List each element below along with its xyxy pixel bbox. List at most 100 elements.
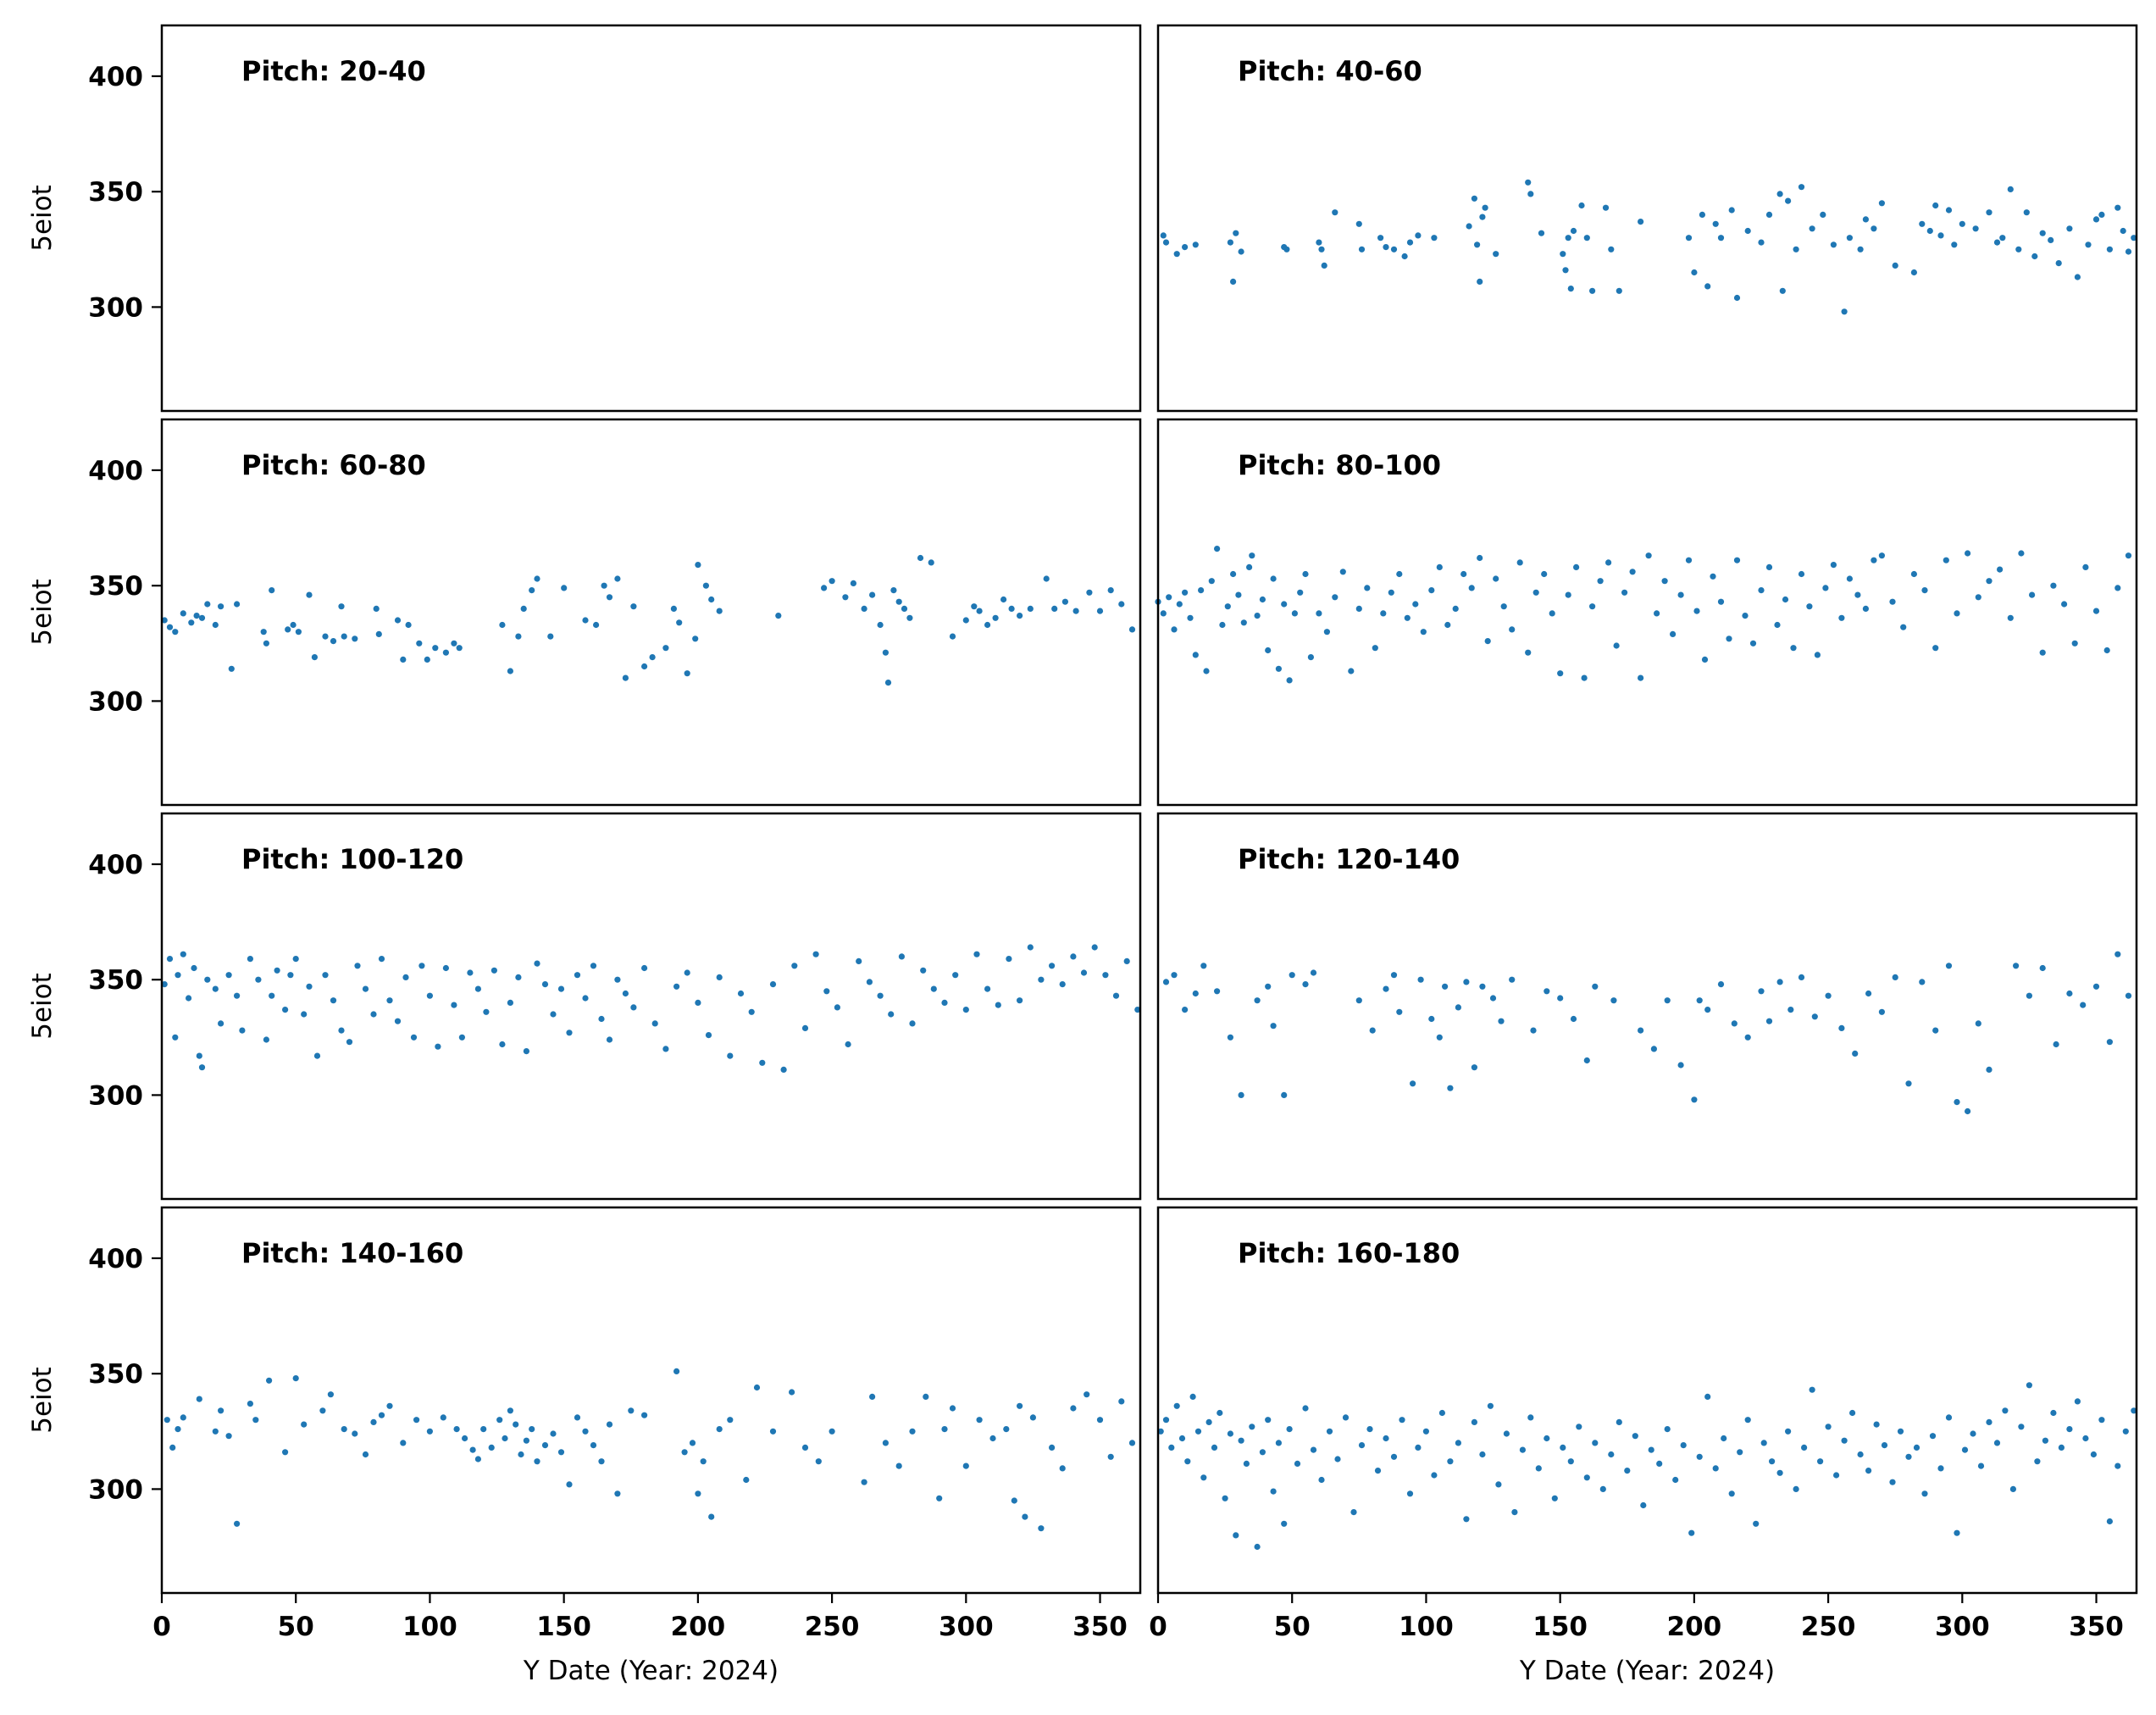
data-point <box>1182 244 1189 251</box>
data-point <box>882 1440 889 1446</box>
scatter-points <box>161 554 1136 686</box>
data-point <box>1696 1453 1703 1460</box>
data-point <box>228 665 235 672</box>
data-point <box>1038 976 1045 983</box>
data-point <box>1323 629 1330 635</box>
data-point <box>1744 227 1751 235</box>
subplot: Pitch: 40-60 <box>1156 24 2138 413</box>
data-point <box>923 1393 929 1400</box>
data-point <box>976 1417 983 1424</box>
data-point <box>1765 1018 1773 1024</box>
data-point <box>1699 211 1705 218</box>
scatter-points <box>1157 1382 2137 1551</box>
data-point <box>550 1011 557 1018</box>
data-point <box>2098 1417 2105 1424</box>
data-point <box>2053 1041 2059 1048</box>
data-point <box>442 964 450 972</box>
data-point <box>534 960 540 967</box>
data-point <box>1259 596 1266 603</box>
data-point <box>1965 1107 1971 1115</box>
data-point <box>186 995 192 1002</box>
data-point <box>400 1440 407 1446</box>
data-point <box>1680 1442 1687 1449</box>
data-point <box>1463 1516 1470 1523</box>
data-point <box>1616 287 1622 294</box>
data-point <box>1436 1034 1443 1041</box>
data-point <box>1943 557 1949 563</box>
data-point <box>1583 1057 1590 1064</box>
data-point <box>1613 642 1620 649</box>
data-point <box>2055 260 2062 267</box>
data-point <box>1728 1490 1735 1497</box>
data-point <box>1954 610 1960 617</box>
data-point <box>313 1052 321 1059</box>
data-point <box>327 1391 334 1398</box>
data-point <box>1975 594 1981 601</box>
data-point <box>1214 988 1221 995</box>
data-point <box>1162 1417 1170 1424</box>
data-point <box>370 1418 377 1425</box>
data-point <box>306 983 313 990</box>
data-point <box>1302 981 1309 988</box>
data-point <box>1447 1458 1454 1465</box>
data-point <box>1544 1435 1550 1442</box>
data-point <box>869 1393 876 1400</box>
data-point <box>1589 287 1596 294</box>
data-point <box>225 972 232 979</box>
y-tick-label: 350 <box>88 571 143 602</box>
x-tick-label: 150 <box>536 1612 591 1642</box>
data-point <box>1801 1444 1808 1451</box>
data-point <box>1249 552 1255 559</box>
data-point <box>269 587 275 594</box>
data-point <box>2066 225 2073 232</box>
data-point <box>196 1052 202 1059</box>
data-point <box>234 992 241 999</box>
data-point <box>507 1407 514 1414</box>
data-point <box>451 1002 457 1008</box>
data-point <box>877 992 884 999</box>
data-point <box>1200 963 1207 969</box>
data-point <box>515 633 522 640</box>
data-point <box>1838 1024 1845 1031</box>
data-point <box>1638 674 1644 681</box>
data-point <box>1932 1027 1939 1034</box>
data-point <box>1283 246 1290 253</box>
data-point <box>1096 1417 1104 1424</box>
data-point <box>1291 610 1298 617</box>
data-point <box>1873 1421 1880 1428</box>
data-point <box>1160 232 1167 239</box>
data-point <box>1790 645 1797 652</box>
data-point <box>1605 559 1612 566</box>
data-point <box>1753 1520 1760 1527</box>
data-point <box>362 985 369 992</box>
data-point <box>574 1414 581 1421</box>
data-point <box>759 1059 766 1066</box>
data-point <box>1436 563 1443 571</box>
data-point <box>1369 1027 1376 1034</box>
data-point <box>1892 974 1898 980</box>
data-point <box>628 1407 635 1414</box>
data-point <box>582 1428 589 1435</box>
data-point <box>1511 1509 1518 1516</box>
data-point <box>1332 209 1338 216</box>
plot-frame <box>1156 418 2138 807</box>
data-point <box>1900 624 1907 630</box>
data-point <box>1825 1424 1832 1430</box>
data-point <box>1710 573 1716 580</box>
data-point <box>1222 1495 1228 1501</box>
data-point <box>2039 964 2046 972</box>
data-point <box>330 638 337 645</box>
data-point <box>689 1440 696 1446</box>
data-point <box>1003 1426 1010 1433</box>
data-point <box>815 1458 822 1465</box>
data-point <box>2106 1518 2113 1525</box>
x-axis-label: Y Date (Year: 2024) <box>523 1656 779 1686</box>
data-point <box>1696 997 1703 1004</box>
data-point <box>1798 570 1805 578</box>
data-point <box>1194 1428 1202 1435</box>
data-point <box>1541 570 1548 578</box>
x-tick-label: 300 <box>939 1612 994 1642</box>
data-point <box>1838 614 1845 621</box>
data-point <box>513 1421 519 1428</box>
data-point <box>1289 972 1295 979</box>
